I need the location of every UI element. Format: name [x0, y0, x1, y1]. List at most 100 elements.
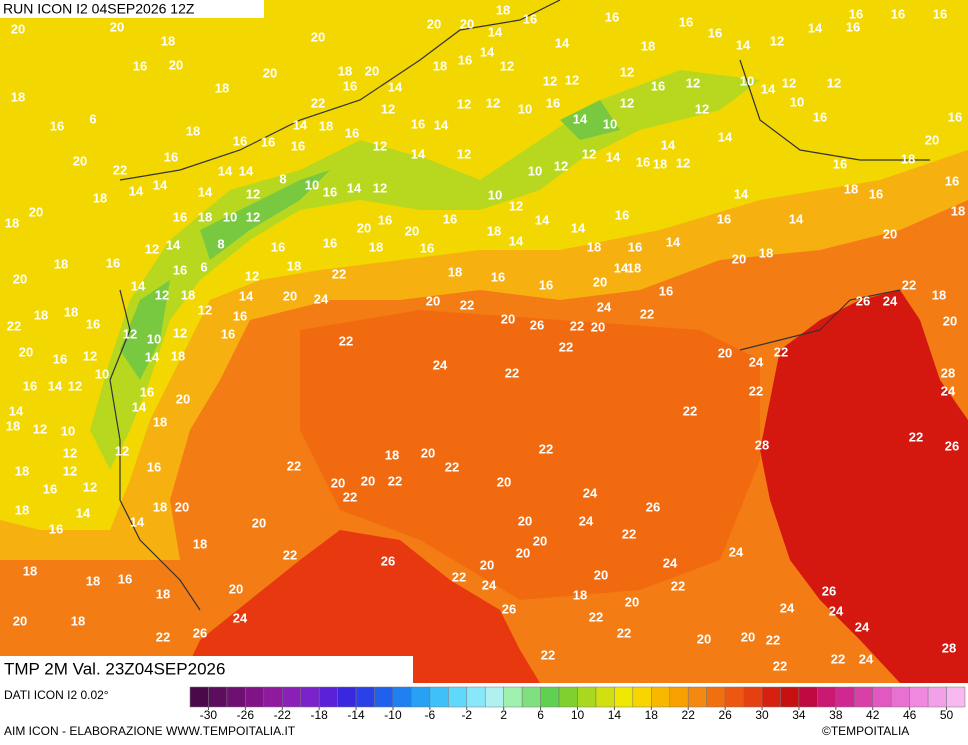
temperature-label: 24: [583, 485, 598, 500]
colorbar-tick-label: 34: [792, 708, 806, 722]
temperature-label: 10: [147, 331, 161, 346]
colorbar-swatch: [392, 686, 412, 708]
temperature-label: 18: [573, 587, 587, 602]
temperature-label: 18: [641, 38, 655, 53]
temperature-label: 18: [161, 33, 175, 48]
temperature-label: 16: [53, 351, 67, 366]
temperature-label: 16: [23, 378, 37, 393]
temperature-label: 26: [822, 583, 836, 598]
temperature-label: 16: [43, 481, 57, 496]
temperature-label: 28: [942, 640, 956, 655]
temperature-label: 16: [615, 207, 629, 222]
temperature-label: 22: [766, 632, 780, 647]
colorbar-swatch: [595, 686, 615, 708]
temperature-label: 16: [846, 19, 860, 34]
colorbar-swatch: [282, 686, 301, 708]
temperature-label: 20: [594, 567, 608, 582]
glacier-area: [120, 100, 620, 380]
temperature-label: 12: [620, 64, 634, 79]
colorbar-tick-label: 30: [755, 708, 769, 722]
temperature-label: 16: [140, 384, 154, 399]
temperature-label: 18: [153, 499, 167, 514]
temperature-label: 24: [597, 299, 612, 314]
temperature-label: 18: [319, 118, 333, 133]
temperature-label: 16: [378, 212, 392, 227]
temperature-label: 14: [555, 35, 570, 50]
colorbar-tick-label: 14: [608, 708, 622, 722]
colorbar-tick-label: -2: [461, 708, 472, 722]
temperature-label: 26: [193, 625, 207, 640]
temperature-label: 20: [516, 545, 530, 560]
colorbar-tick-label: -26: [237, 708, 255, 722]
temperature-label: 16: [411, 116, 425, 131]
temperature-label: 14: [145, 349, 160, 364]
temperature-label: 14: [9, 403, 24, 418]
temperature-label: 24: [855, 619, 870, 634]
colorbar-tick-label: 18: [645, 708, 659, 722]
temperature-label: 18: [171, 348, 185, 363]
colorbar-swatch: [761, 686, 781, 708]
temperature-label: 16: [605, 9, 619, 24]
temperature-label: 16: [323, 184, 337, 199]
temperature-label: 14: [808, 20, 823, 35]
temperature-label: 12: [83, 348, 97, 363]
temperature-label: 14: [718, 129, 733, 144]
colorbar-tick-label: -30: [200, 708, 218, 722]
temperature-label: 16: [491, 269, 505, 284]
colorbar-swatch: [743, 686, 763, 708]
temperature-label: 18: [93, 190, 107, 205]
colorbar-tick-label: 6: [537, 708, 544, 722]
temperature-label: 18: [627, 260, 641, 275]
temperature-label: 12: [246, 209, 260, 224]
temperature-label: 16: [849, 6, 863, 21]
colorbar-swatch: [263, 686, 283, 708]
temperature-label: 14: [239, 288, 254, 303]
temperature-label: 18: [287, 258, 301, 273]
temperature-label: 22: [640, 306, 654, 321]
temperature-label: 14: [347, 180, 362, 195]
temperature-label: 12: [63, 445, 77, 460]
temperature-label: 16: [458, 52, 472, 67]
temperature-label: 20: [110, 19, 124, 34]
footer-right: ©TEMPOITALIA: [822, 724, 909, 738]
colorbar-swatch: [946, 686, 966, 708]
temperature-label: 20: [361, 473, 375, 488]
temperature-label: 20: [405, 223, 419, 238]
temperature-label: 14: [130, 514, 145, 529]
temperature-label: 16: [708, 25, 722, 40]
temperature-label: 16: [133, 58, 147, 73]
temperature-label: 12: [543, 73, 557, 88]
colorbar-swatch: [780, 686, 800, 708]
temperature-label: 12: [68, 378, 82, 393]
temperature-label: 16: [659, 283, 673, 298]
temperature-label: 22: [559, 339, 573, 354]
temperature-label: 20: [426, 293, 440, 308]
temperature-label: 12: [63, 463, 77, 478]
temperature-label: 18: [186, 123, 200, 138]
temperature-label: 22: [671, 578, 685, 593]
temperature-label: 14: [573, 111, 588, 126]
temperature-label: 20: [718, 345, 732, 360]
temperature-label: 24: [780, 600, 795, 615]
temperature-label: 14: [571, 220, 586, 235]
temperature-label: 24: [433, 357, 448, 372]
temperature-label: 10: [603, 116, 617, 131]
temperature-label: 18: [338, 63, 352, 78]
temperature-label: 22: [113, 162, 127, 177]
temperature-label: 16: [221, 326, 235, 341]
temperature-label: 14: [132, 399, 147, 414]
colorbar-swatch: [503, 686, 523, 708]
colorbar-swatch: [909, 686, 929, 708]
temperature-label: 16: [261, 134, 275, 149]
temperature-label: 10: [528, 163, 542, 178]
temperature-label: 16: [628, 239, 642, 254]
temperature-label: 24: [482, 577, 497, 592]
colorbar-tick-label: 38: [829, 708, 843, 722]
temperature-label: 18: [215, 80, 229, 95]
temperature-label: 14: [239, 163, 254, 178]
temperature-label: 20: [943, 313, 957, 328]
temperature-label: 14: [535, 212, 550, 227]
temperature-label: 24: [663, 555, 678, 570]
temperature-label: 14: [606, 149, 621, 164]
temperature-label: 14: [153, 177, 168, 192]
